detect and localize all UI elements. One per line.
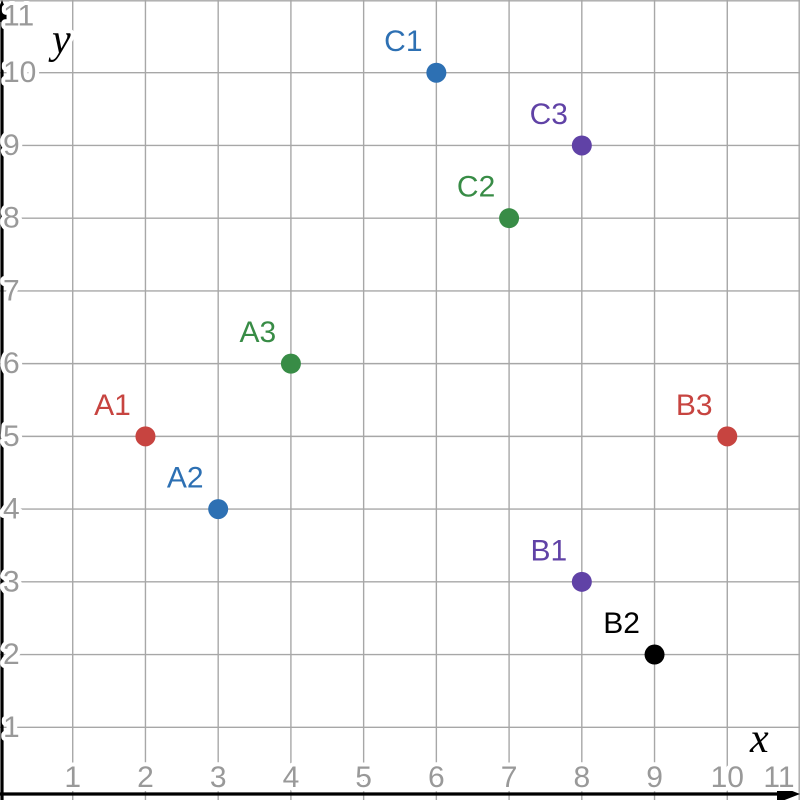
data-point [426, 62, 447, 83]
x-tick-label: 11 [763, 761, 794, 794]
x-tick-label: 6 [428, 761, 445, 794]
data-point [571, 135, 592, 156]
point-label: A2 [167, 462, 204, 495]
point-label: A1 [94, 389, 131, 422]
x-axis-arrow-icon [777, 785, 800, 800]
x-tick-label: 1 [64, 761, 81, 794]
point-label: C3 [530, 98, 568, 131]
data-point [717, 426, 738, 447]
x-tick-label: 9 [646, 761, 663, 794]
data-point [208, 499, 229, 520]
x-tick-label: 4 [283, 761, 300, 794]
y-tick-label: 6 [3, 347, 20, 380]
data-point [499, 208, 520, 229]
point-label: B3 [676, 389, 713, 422]
data-point [135, 426, 156, 447]
data-point [644, 644, 665, 665]
x-axis-title: x [749, 716, 769, 762]
x-tick-label: 3 [210, 761, 227, 794]
data-point [280, 353, 301, 374]
y-tick-label: 5 [3, 420, 20, 453]
point-label: C1 [384, 25, 422, 58]
y-tick-label: 2 [3, 638, 20, 671]
y-tick-label: 3 [3, 565, 20, 598]
data-point [571, 571, 592, 592]
y-axis-title: y [48, 17, 71, 63]
point-label: B2 [603, 607, 640, 640]
y-tick-label: 8 [3, 202, 20, 235]
y-tick-label: 9 [3, 129, 20, 162]
point-label: C2 [457, 171, 495, 204]
x-tick-label: 8 [573, 761, 590, 794]
x-tick-label: 5 [355, 761, 372, 794]
point-label: B1 [530, 534, 567, 567]
point-label: A3 [240, 316, 277, 349]
y-tick-label: 11 [3, 0, 34, 33]
y-tick-label: 1 [3, 711, 20, 744]
y-axis-arrow-icon [0, 0, 11, 22]
x-tick-label: 2 [137, 761, 154, 794]
y-tick-label: 7 [3, 274, 20, 307]
x-tick-label: 10 [711, 761, 744, 794]
x-tick-label: 7 [501, 761, 518, 794]
y-tick-label: 4 [3, 493, 20, 526]
y-tick-label: 10 [3, 56, 36, 89]
